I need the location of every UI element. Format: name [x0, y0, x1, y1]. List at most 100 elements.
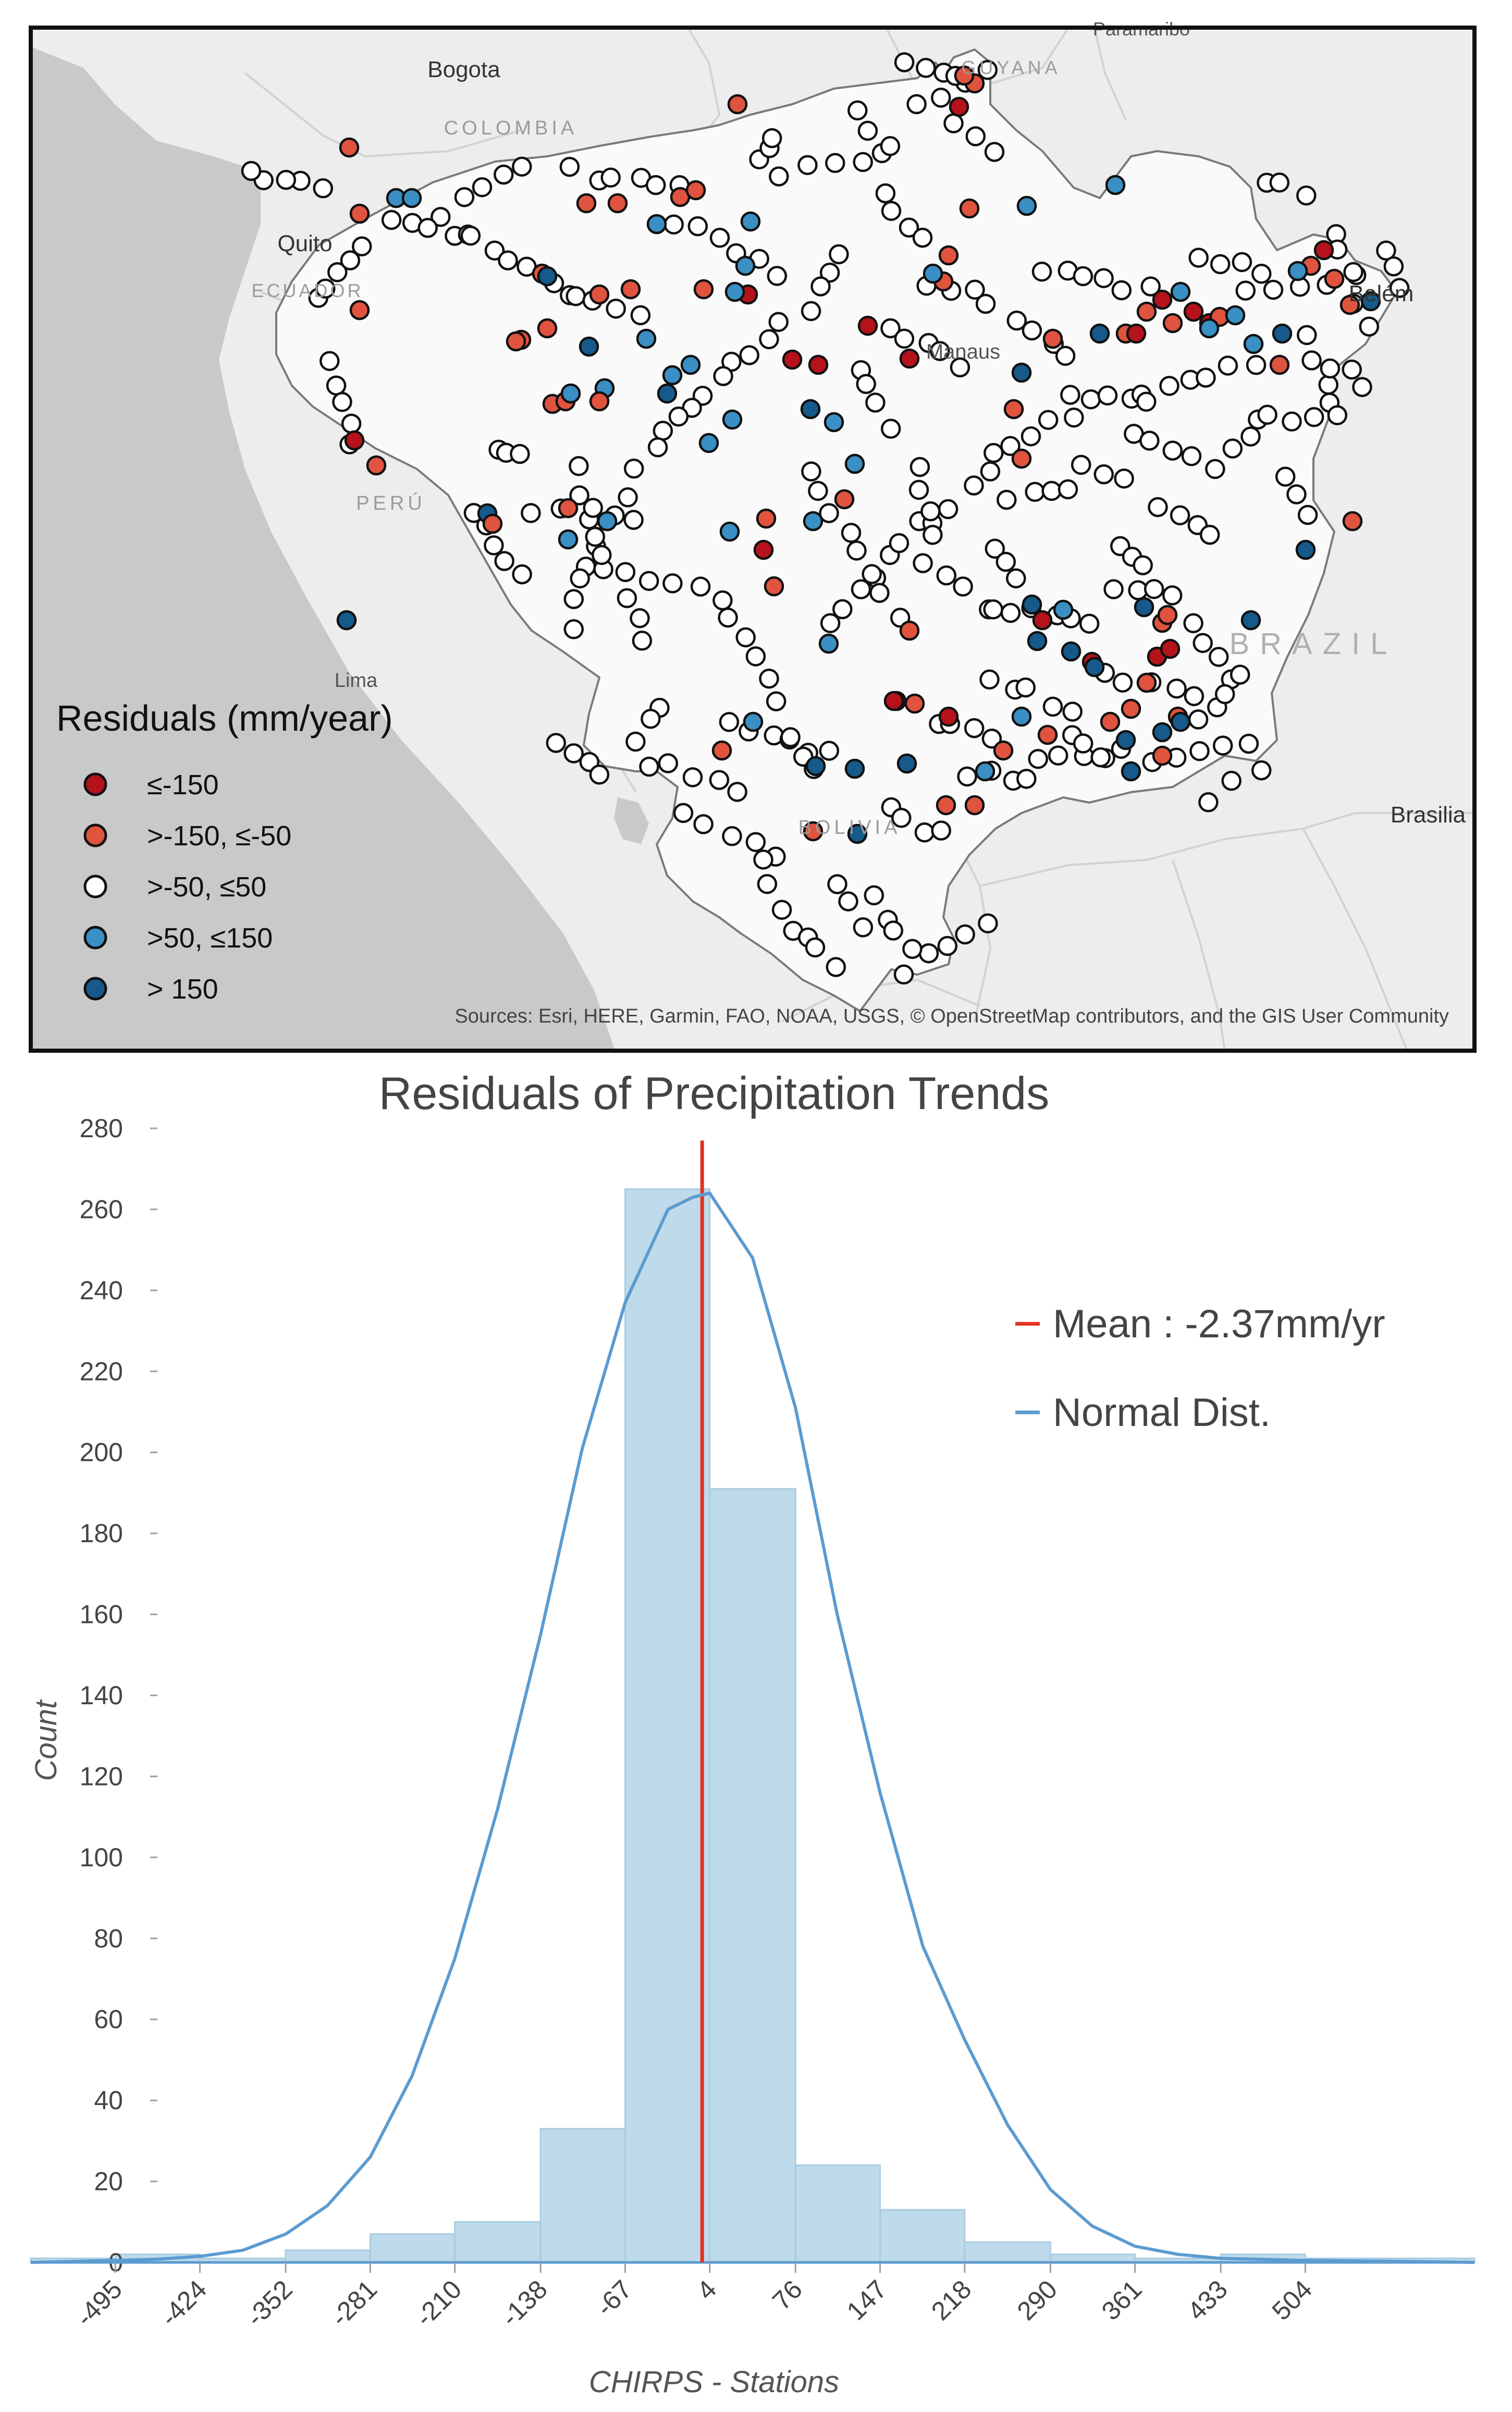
station-marker: [472, 177, 493, 198]
x-tick-label: -281: [325, 2274, 383, 2332]
station-marker: [1269, 173, 1290, 193]
station-marker: [685, 180, 706, 201]
station-marker: [1342, 359, 1362, 380]
station-marker: [1006, 568, 1026, 588]
station-marker: [930, 341, 950, 361]
x-tick-label: 504: [1267, 2274, 1318, 2326]
histogram-bar: [794, 2164, 881, 2263]
station-marker: [600, 167, 621, 188]
map-lake: [614, 797, 649, 844]
station-marker: [916, 58, 936, 78]
station-marker: [1296, 185, 1317, 206]
station-marker: [995, 551, 1016, 572]
x-tick-label: 290: [1012, 2274, 1063, 2326]
chart-title: Residuals of Precipitation Trends: [379, 1067, 1049, 1119]
station-marker: [709, 770, 730, 790]
histogram-panel: Residuals of Precipitation Trends CHIRPS…: [29, 1067, 1476, 2399]
label-ecuador: ECUADOR: [251, 280, 363, 301]
station-marker: [1251, 760, 1272, 781]
station-marker: [417, 218, 438, 238]
station-marker: [825, 153, 845, 174]
station-marker: [1282, 411, 1302, 432]
station-marker: [713, 366, 733, 386]
station-marker: [997, 489, 1017, 510]
station-marker: [454, 187, 475, 207]
station-marker: [880, 419, 901, 439]
histogram-bar: [285, 2249, 371, 2263]
station-marker: [977, 59, 998, 80]
station-marker: [739, 345, 759, 365]
station-marker: [753, 539, 774, 560]
station-marker: [847, 100, 868, 121]
station-marker: [719, 521, 740, 542]
legend-label-2: >-50, ≤50: [147, 871, 266, 903]
station-marker: [883, 691, 904, 711]
station-marker: [1238, 733, 1259, 754]
station-marker: [801, 301, 821, 322]
station-marker: [1000, 436, 1021, 457]
station-marker: [735, 255, 756, 276]
station-marker: [724, 281, 745, 302]
station-marker: [563, 619, 584, 639]
station-marker: [1011, 706, 1032, 727]
station-marker: [1243, 334, 1264, 354]
station-marker: [1383, 256, 1404, 277]
station-marker: [1006, 310, 1027, 331]
station-marker: [1162, 313, 1183, 334]
station-marker: [352, 236, 372, 256]
station-marker: [1240, 426, 1261, 447]
station-marker: [583, 498, 603, 518]
station-marker: [803, 821, 823, 842]
station-marker: [782, 349, 803, 370]
x-tick-label: -424: [155, 2274, 212, 2332]
station-marker: [853, 917, 874, 938]
station-marker: [965, 279, 985, 300]
station-marker: [657, 383, 678, 404]
station-marker: [1230, 664, 1250, 685]
station-marker: [964, 718, 985, 739]
station-marker: [1162, 440, 1183, 461]
x-axis-label: CHIRPS - Stations: [589, 2365, 839, 2399]
station-marker: [341, 413, 362, 434]
station-marker: [484, 240, 505, 261]
station-marker: [1079, 613, 1100, 634]
station-marker: [937, 936, 958, 956]
station-marker: [857, 315, 878, 336]
station-marker: [632, 631, 653, 651]
station-marker: [810, 276, 831, 297]
station-marker: [756, 508, 777, 529]
station-marker: [805, 756, 826, 777]
station-marker: [880, 318, 901, 339]
label-lima: Lima: [335, 670, 378, 692]
station-marker: [985, 538, 1005, 559]
station-marker: [1134, 597, 1154, 618]
station-marker: [983, 599, 1003, 620]
station-marker: [993, 740, 1014, 761]
station-marker: [1263, 279, 1284, 300]
station-marker: [1297, 504, 1318, 525]
station-marker: [1170, 711, 1191, 732]
station-marker: [1140, 276, 1161, 297]
station-marker: [894, 328, 915, 349]
station-marker: [570, 568, 590, 589]
station-marker: [647, 437, 668, 458]
y-tick-label: 260: [80, 1195, 123, 1224]
station-marker: [1287, 261, 1308, 281]
map-legend: Residuals (mm/year) ≤-150 >-150, ≤-50 >-50…: [56, 698, 393, 1005]
station-marker: [559, 156, 580, 177]
station-marker: [740, 211, 761, 232]
station-marker: [339, 137, 360, 158]
histogram-bar: [624, 1188, 711, 2263]
station-marker: [943, 113, 964, 133]
station-marker: [1218, 355, 1238, 376]
y-tick-label: 80: [94, 1924, 123, 1953]
station-marker: [1166, 678, 1187, 699]
station-marker: [618, 487, 638, 508]
station-marker: [899, 217, 919, 238]
station-marker: [1324, 268, 1345, 289]
station-marker: [938, 499, 958, 520]
station-marker: [690, 576, 711, 597]
station-marker: [978, 913, 998, 933]
station-marker: [975, 761, 995, 782]
station-marker: [957, 766, 977, 787]
